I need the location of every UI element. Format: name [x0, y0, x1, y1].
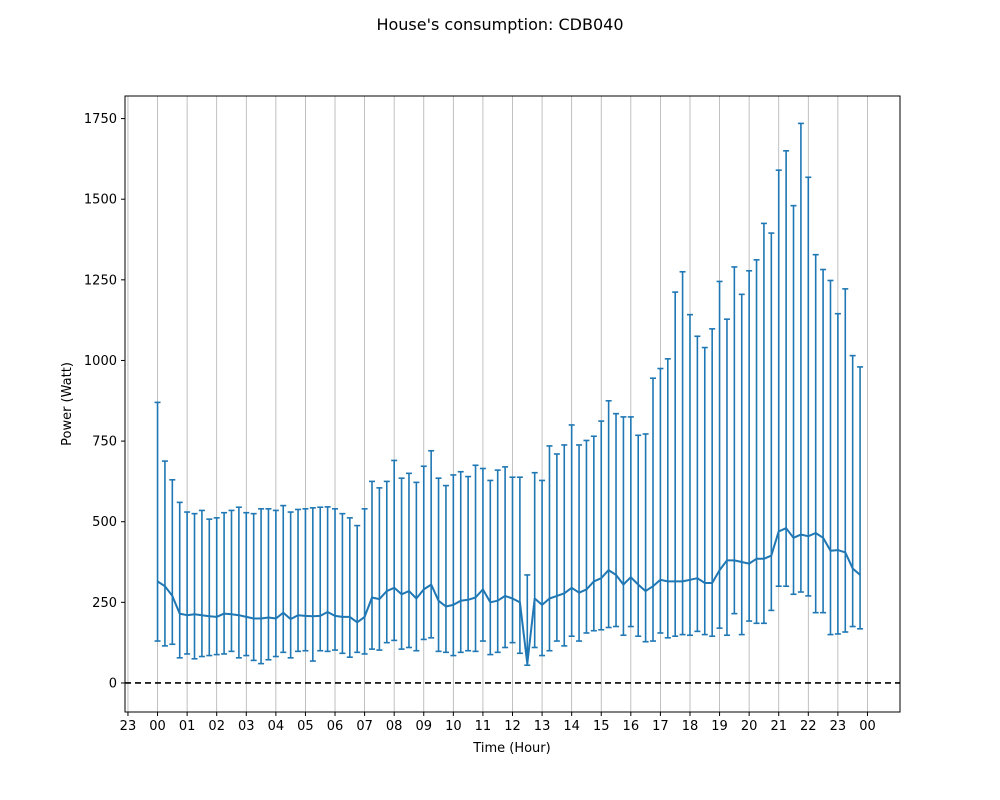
x-tick-label: 23 — [120, 719, 137, 734]
error-bars — [154, 122, 864, 667]
x-axis-ticks: 23 00 01 02 03 04 05 06 07 08 09 10 11 12 13 14 15 16 17 18… — [120, 712, 876, 734]
series-line-group — [156, 527, 861, 665]
x-tick-label: 02 — [208, 719, 225, 734]
x-tick-label: 13 — [534, 719, 551, 734]
x-tick-label: 17 — [652, 719, 669, 734]
x-tick-label: 19 — [711, 719, 728, 734]
y-tick-label: 1250 — [84, 273, 117, 288]
y-tick-label: 250 — [92, 596, 117, 611]
x-tick-label: 20 — [741, 719, 758, 734]
x-tick-label: 07 — [356, 719, 373, 734]
x-tick-label: 11 — [475, 719, 492, 734]
x-tick-label: 21 — [770, 719, 787, 734]
y-tick-label: 1500 — [84, 193, 117, 208]
y-tick-label: 750 — [92, 435, 117, 450]
x-tick-label: 16 — [623, 719, 640, 734]
x-tick-label: 01 — [179, 719, 196, 734]
x-tick-label: 09 — [415, 719, 432, 734]
x-tick-label: 08 — [386, 719, 403, 734]
x-tick-label: 05 — [297, 719, 314, 734]
x-tick-label: 00 — [859, 719, 876, 734]
y-axis-label: Power (Watt) — [60, 362, 75, 446]
x-tick-label: 23 — [830, 719, 847, 734]
y-tick-label: 500 — [92, 515, 117, 530]
x-tick-label: 12 — [504, 719, 521, 734]
x-axis-label: Time (Hour) — [472, 741, 550, 756]
x-tick-label: 18 — [682, 719, 699, 734]
y-tick-label: 1000 — [84, 354, 117, 369]
x-tick-label: 04 — [268, 719, 285, 734]
chart-title: House's consumption: CDB040 — [376, 15, 623, 34]
x-tick-label: 10 — [445, 719, 462, 734]
x-tick-label: 06 — [327, 719, 344, 734]
x-tick-label: 14 — [563, 719, 580, 734]
y-tick-label: 1750 — [84, 112, 117, 127]
x-tick-label: 22 — [800, 719, 817, 734]
y-tick-label: 0 — [109, 676, 117, 691]
mean-power-line — [156, 527, 861, 665]
y-axis-ticks: 0 250 500 750 1000 1250 1500 1750 — [84, 112, 125, 691]
x-tick-label: 00 — [149, 719, 166, 734]
x-tick-label: 03 — [238, 719, 255, 734]
x-tick-label: 15 — [593, 719, 610, 734]
